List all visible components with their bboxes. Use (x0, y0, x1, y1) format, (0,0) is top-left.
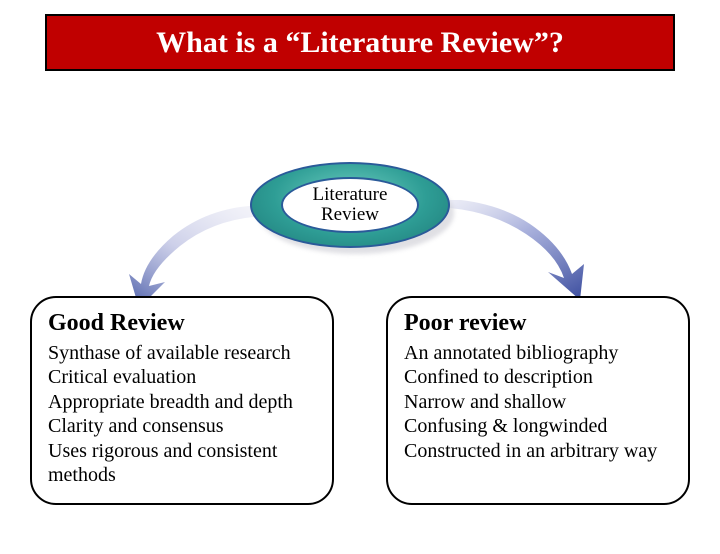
center-oval: Literature Review (250, 162, 470, 257)
poor-review-list: An annotated bibliography Confined to de… (404, 341, 672, 463)
center-label-line1: Literature (313, 185, 388, 205)
list-item: Clarity and consensus (48, 414, 316, 438)
good-review-list: Synthase of available research Critical … (48, 341, 316, 487)
good-review-heading: Good Review (48, 310, 316, 337)
list-item: Constructed in an arbitrary way (404, 439, 672, 463)
list-item: Appropriate breadth and depth (48, 390, 316, 414)
poor-review-heading: Poor review (404, 310, 672, 337)
list-item: Critical evaluation (48, 365, 316, 389)
center-label-line2: Review (321, 205, 379, 225)
good-review-box: Good Review Synthase of available resear… (30, 296, 334, 505)
list-item: Confusing & longwinded (404, 414, 672, 438)
poor-review-box: Poor review An annotated bibliography Co… (386, 296, 690, 505)
slide-title: What is a “Literature Review”? (45, 14, 675, 71)
list-item: Confined to description (404, 365, 672, 389)
list-item: An annotated bibliography (404, 341, 672, 365)
list-item: Uses rigorous and consistent methods (48, 439, 316, 488)
list-item: Synthase of available research (48, 341, 316, 365)
list-item: Narrow and shallow (404, 390, 672, 414)
